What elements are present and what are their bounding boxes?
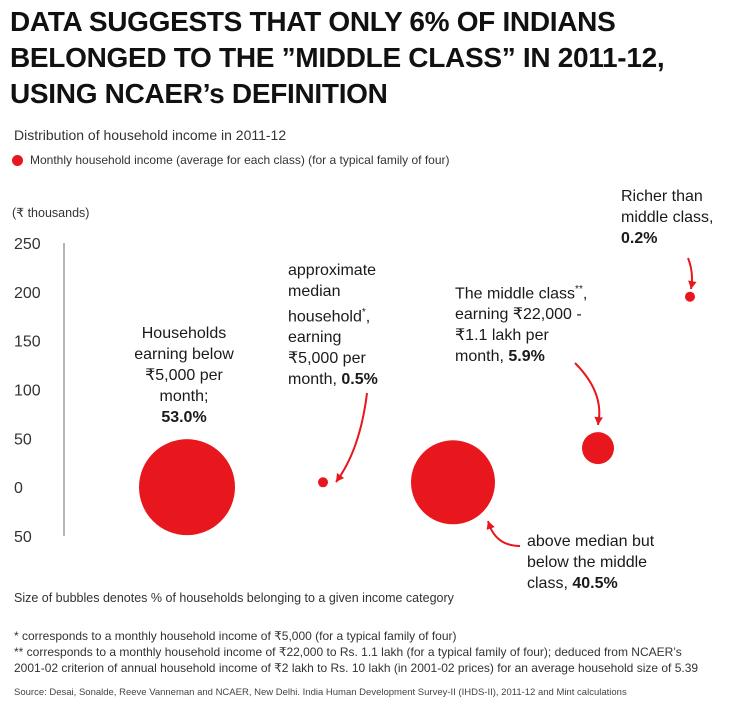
headline-line-1: DATA SUGGESTS THAT ONLY 6% OF INDIANS [10, 6, 616, 37]
chart-subtitle: Distribution of household income in 2011… [14, 127, 287, 143]
arrow-median [335, 392, 368, 483]
y-tick-label: 200 [14, 285, 41, 302]
y-tick-label: 100 [14, 383, 41, 400]
legend-bubble-icon [12, 154, 23, 166]
headline-line-3: USING NCAER’s DEFINITION [10, 78, 388, 109]
source-note: Source: Desai, Sonalde, Reeve Vanneman a… [14, 687, 627, 698]
annotation-below-5000-pct: 53.0% [161, 409, 207, 426]
footnote-2: ** corresponds to a monthly household in… [14, 645, 682, 659]
arrow-above-median [487, 520, 521, 547]
arrow-middle-class-head [594, 416, 603, 425]
annotation-richer: Richer than middle class, 0.2% [621, 186, 713, 249]
annotation-richer-line: Richer than [621, 188, 703, 205]
annotation-above-median: above median but below the middle class,… [527, 531, 654, 594]
footnote-3: 2001-02 criterion of annual household in… [14, 661, 699, 675]
annotation-below-5000-line: month; [159, 388, 209, 405]
bubble-3 [411, 440, 495, 525]
annotation-richer-pct: 0.2% [621, 230, 658, 247]
y-tick-label: 50 [14, 431, 32, 448]
annotation-median-line: approximate [288, 262, 377, 279]
y-tick-label: 250 [14, 236, 41, 253]
annotation-middle-line: earning ₹22,000 - [455, 306, 582, 324]
arrow-median-head [336, 473, 345, 482]
bubbles-layer [139, 291, 695, 536]
chart-legend: Monthly household income (average for ea… [12, 153, 450, 167]
legend-label: Monthly household income (average for ea… [30, 153, 450, 167]
footnote-marker: ** [575, 284, 583, 295]
annotation-median: approximate median household*, earning ₹… [288, 262, 378, 389]
y-axis-unit-label: (₹ thousands) [12, 206, 90, 220]
annotation-middle-class: The middle class**, earning ₹22,000 - ₹1… [455, 284, 588, 366]
bubble-5 [685, 291, 695, 302]
annotation-below-5000: Households earning below ₹5,000 per mont… [128, 323, 240, 428]
arrow-middle-class [574, 362, 601, 426]
y-tick-label: 50 [14, 529, 32, 546]
annotation-below-5000-line: ₹5,000 per [145, 367, 223, 384]
annotation-median-line: median [288, 283, 341, 300]
y-tick-label: 150 [14, 334, 41, 351]
annotation-median-pct: 0.5% [341, 371, 378, 389]
arrow-above-median-head [486, 521, 495, 530]
annotation-median-line: household [288, 308, 362, 326]
y-axis: 250 200 150 100 50 0 50 [14, 236, 65, 546]
annotation-median-line: ₹5,000 per [288, 350, 366, 368]
bubble-4 [582, 432, 614, 465]
annotation-arrows [335, 257, 697, 547]
annotation-above-median-line: class, [527, 575, 568, 592]
y-tick-label: 0 [14, 480, 23, 497]
annotation-middle-line: month, [455, 348, 504, 366]
arrow-richer-head [688, 280, 697, 289]
annotation-below-5000-line: earning below [134, 346, 234, 363]
headline-line-2: BELONGED TO THE ”MIDDLE CLASS” IN 2011-1… [10, 42, 665, 73]
annotation-above-median-line: above median but [527, 533, 655, 550]
bubble-1 [139, 439, 235, 536]
bubble-2 [318, 477, 328, 488]
bubble-size-caption: Size of bubbles denotes % of households … [14, 591, 454, 605]
headline: DATA SUGGESTS THAT ONLY 6% OF INDIANS BE… [10, 4, 740, 112]
footnote-marker: * [361, 307, 366, 318]
annotation-above-median-pct: 40.5% [572, 575, 618, 592]
annotation-middle-pct: 5.9% [508, 348, 545, 366]
annotation-richer-line: middle class, [621, 209, 714, 226]
annotation-middle-line: ₹1.1 lakh per [455, 327, 549, 345]
annotation-median-line: month, [288, 371, 337, 389]
annotation-median-line: earning [288, 329, 342, 347]
annotation-middle-line: The middle class [455, 285, 576, 303]
footnote-1: * corresponds to a monthly household inc… [14, 629, 457, 643]
annotation-below-5000-line: Households [141, 325, 227, 342]
annotation-above-median-line: below the middle [527, 554, 648, 571]
bubble-chart: 250 200 150 100 50 0 50 [14, 236, 697, 547]
